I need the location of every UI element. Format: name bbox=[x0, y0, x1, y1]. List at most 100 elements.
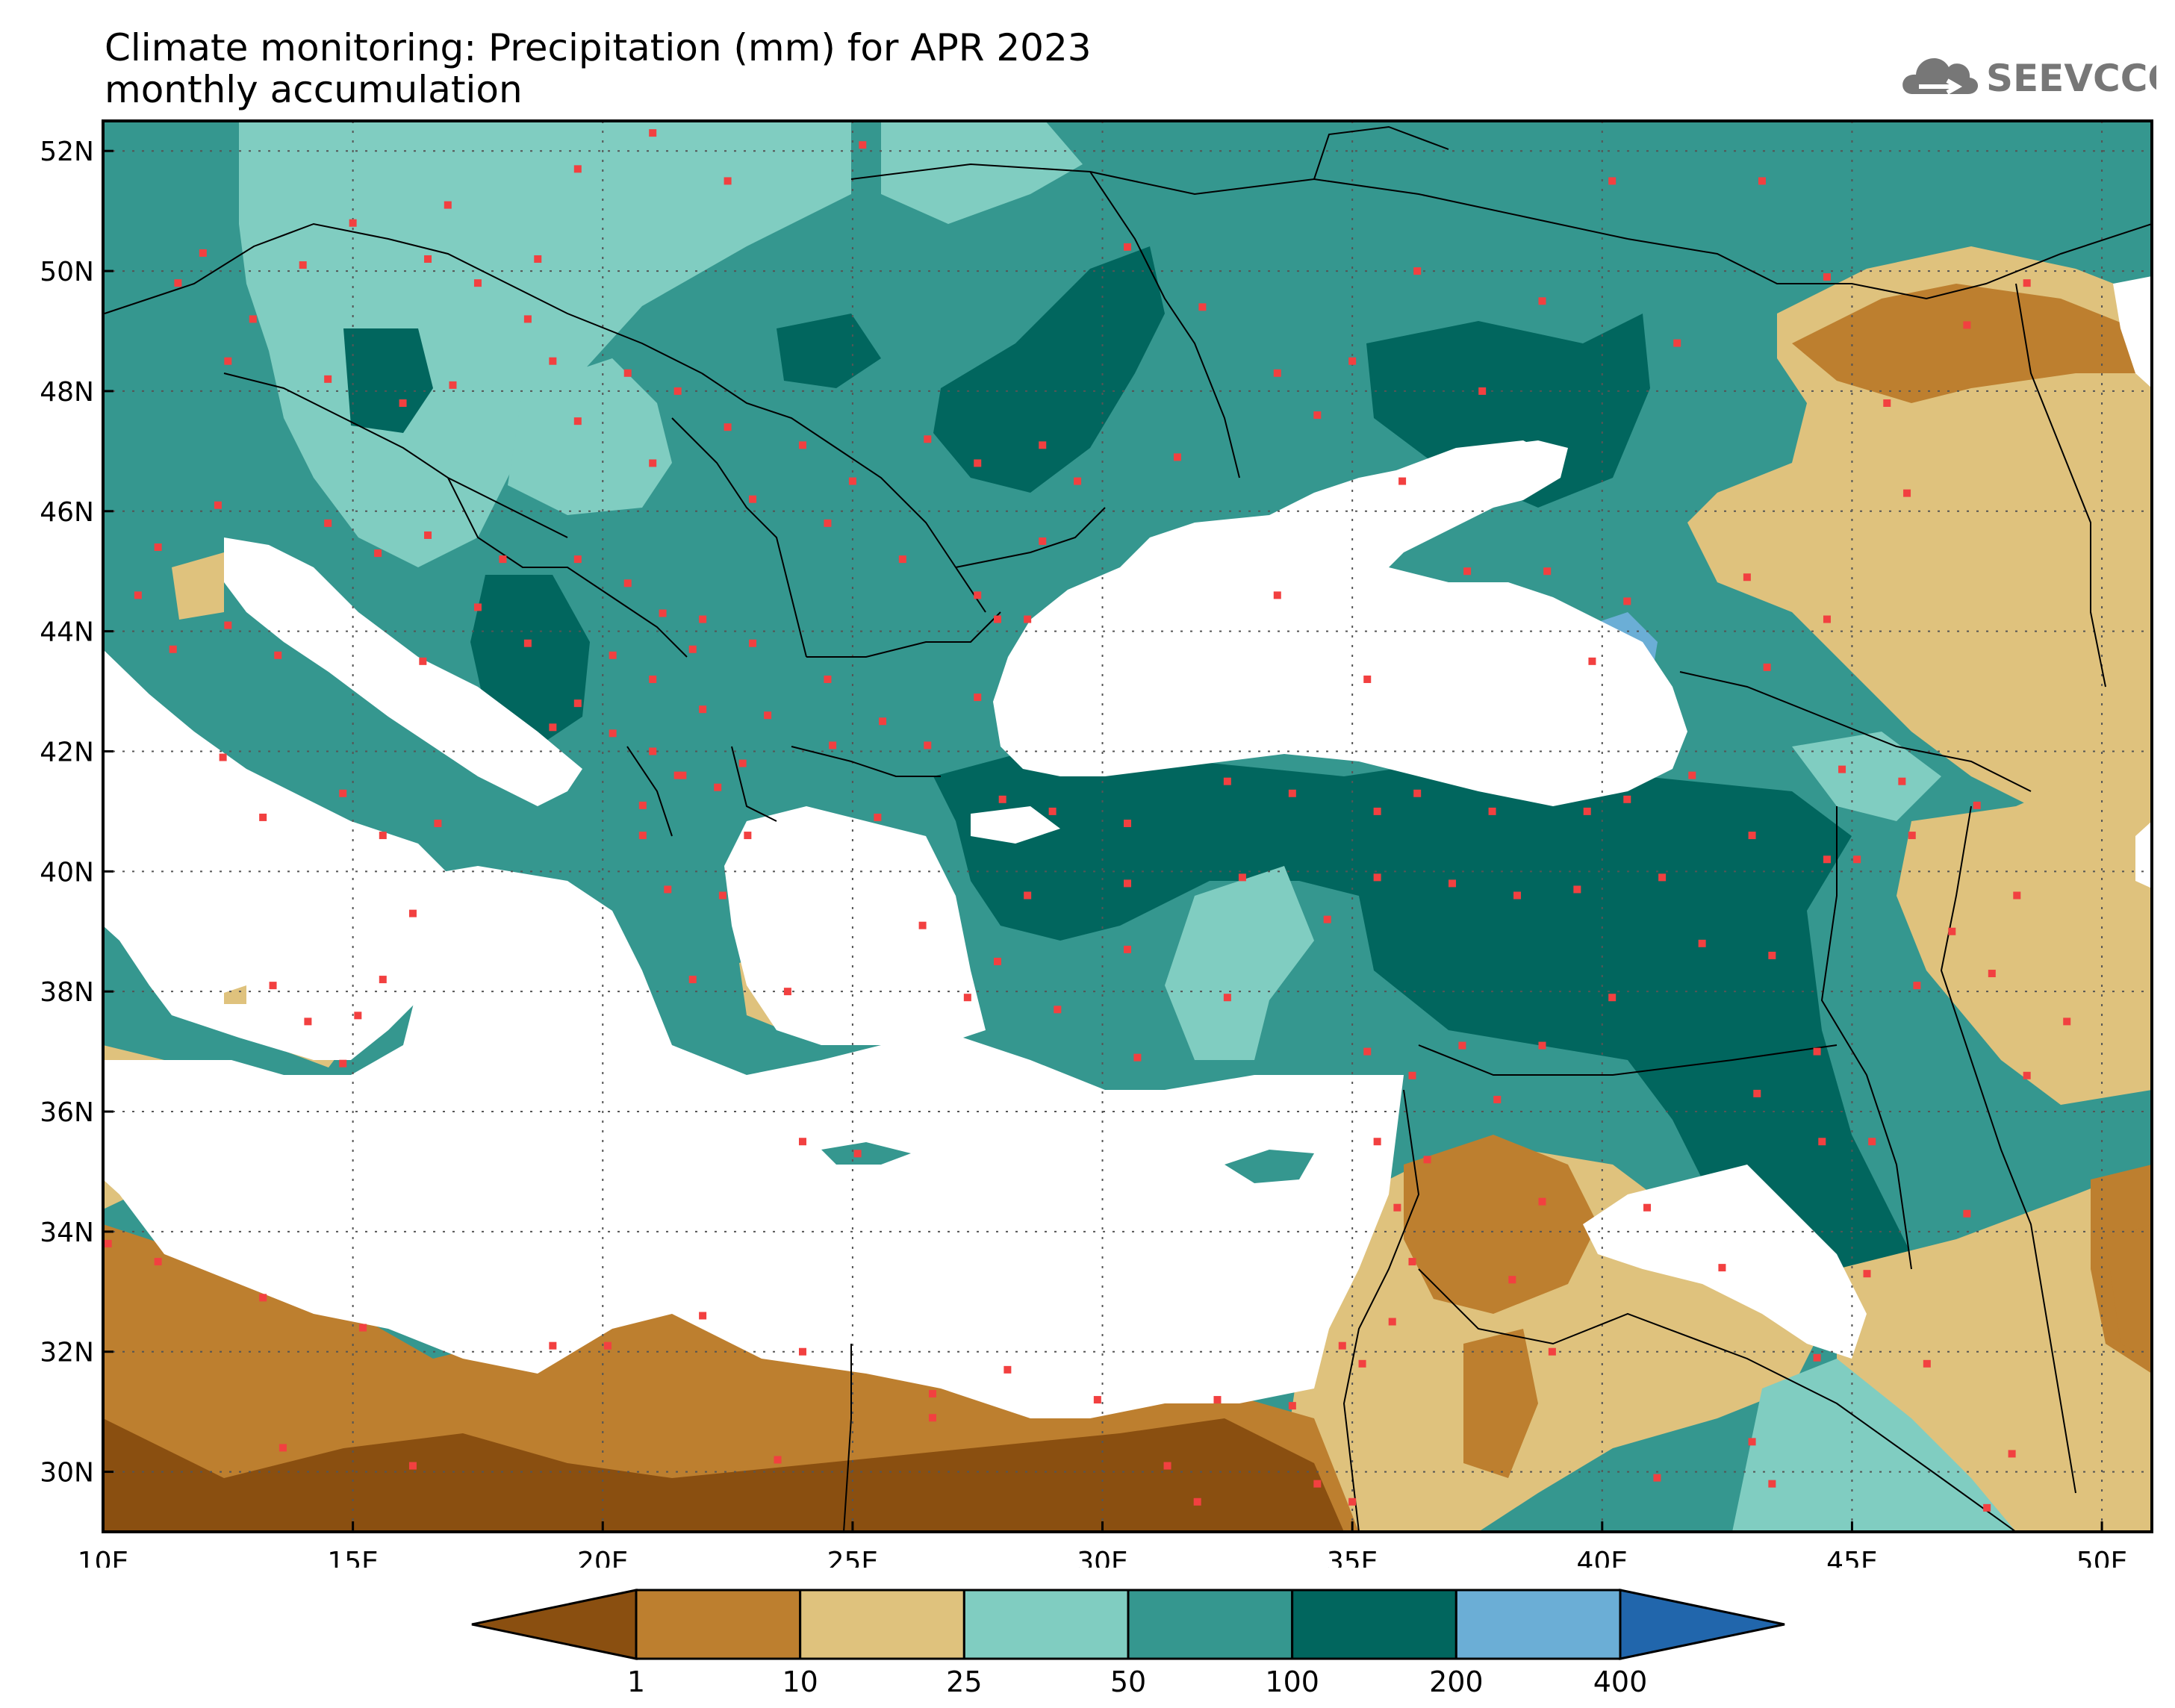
station-marker bbox=[1124, 819, 1131, 827]
station-marker bbox=[848, 477, 856, 485]
map-frame bbox=[102, 119, 2153, 1533]
station-marker bbox=[1393, 1203, 1401, 1212]
station-marker bbox=[259, 1294, 267, 1302]
station-marker bbox=[2023, 1071, 2031, 1079]
station-marker bbox=[718, 891, 726, 900]
station-marker bbox=[324, 375, 332, 383]
station-marker bbox=[918, 921, 927, 929]
station-marker bbox=[1748, 832, 1756, 840]
station-marker bbox=[1653, 1474, 1661, 1482]
graticule bbox=[103, 121, 2152, 1532]
station-marker bbox=[549, 1341, 557, 1350]
station-marker bbox=[974, 459, 982, 467]
station-marker bbox=[853, 1150, 862, 1158]
station-marker bbox=[2063, 1017, 2071, 1026]
station-marker bbox=[699, 705, 707, 714]
station-marker bbox=[829, 741, 837, 749]
station-marker bbox=[724, 423, 732, 431]
station-marker bbox=[154, 543, 162, 552]
station-marker bbox=[649, 675, 657, 683]
station-marker bbox=[744, 832, 752, 840]
country-borders bbox=[104, 125, 2152, 1532]
station-marker bbox=[1288, 789, 1296, 797]
station-marker bbox=[1623, 795, 1631, 803]
station-marker bbox=[1238, 873, 1246, 882]
station-marker bbox=[1348, 1497, 1357, 1506]
station-marker bbox=[1124, 243, 1131, 251]
station-marker bbox=[1408, 1258, 1416, 1266]
zone-dry-zagros bbox=[2106, 1224, 2152, 1359]
station-marker bbox=[993, 957, 1001, 965]
station-marker bbox=[1883, 399, 1891, 407]
station-marker bbox=[359, 1324, 367, 1332]
station-marker bbox=[1373, 807, 1381, 815]
station-marker bbox=[1358, 1359, 1366, 1368]
station-marker bbox=[774, 1456, 782, 1464]
station-marker bbox=[2008, 1450, 2016, 1458]
station-marker bbox=[349, 219, 357, 227]
station-marker bbox=[1048, 807, 1057, 815]
station-marker bbox=[609, 651, 617, 659]
station-marker bbox=[1983, 1503, 1991, 1512]
station-marker bbox=[1643, 1203, 1652, 1212]
station-marker bbox=[1039, 537, 1047, 545]
x-tick-label: 40E bbox=[1577, 1547, 1628, 1568]
station-marker bbox=[1688, 771, 1696, 779]
station-marker bbox=[824, 675, 832, 683]
colorbar-segment bbox=[635, 1589, 802, 1660]
station-marker bbox=[1963, 321, 1971, 329]
station-marker bbox=[1823, 855, 1831, 864]
station-marker bbox=[1413, 789, 1422, 797]
station-marker bbox=[1363, 675, 1372, 683]
station-marker bbox=[299, 261, 307, 269]
colorbar-segment bbox=[962, 1589, 1130, 1660]
zone-dry-east-south bbox=[1896, 747, 2152, 1105]
station-marker bbox=[419, 657, 427, 665]
station-marker bbox=[1818, 1138, 1826, 1146]
station-marker bbox=[928, 1390, 936, 1398]
island-sicily-west bbox=[224, 985, 246, 1004]
station-marker bbox=[214, 501, 222, 509]
station-marker bbox=[549, 357, 557, 365]
station-marker bbox=[1608, 994, 1617, 1002]
zone-wet-3 bbox=[933, 246, 1165, 493]
y-tick-label: 36N bbox=[40, 1097, 94, 1128]
station-marker bbox=[523, 639, 532, 647]
colorbar-segment bbox=[799, 1589, 965, 1660]
colorbar-tick-label: 100 bbox=[1265, 1665, 1319, 1698]
station-marker bbox=[549, 723, 557, 732]
station-marker bbox=[1493, 1095, 1502, 1103]
y-tick-label: 52N bbox=[40, 137, 94, 167]
station-marker bbox=[1753, 1089, 1761, 1097]
station-marker bbox=[1288, 1402, 1296, 1410]
map-title: Climate monitoring: Precipitation (mm) f… bbox=[105, 26, 1092, 69]
station-marker bbox=[374, 549, 382, 558]
station-marker bbox=[523, 315, 532, 323]
station-marker bbox=[623, 369, 632, 377]
y-tick-label: 40N bbox=[40, 857, 94, 888]
station-marker bbox=[1548, 1347, 1556, 1356]
station-marker bbox=[379, 832, 387, 840]
station-marker bbox=[499, 555, 507, 564]
station-marker bbox=[1513, 891, 1522, 900]
station-marker bbox=[224, 357, 232, 365]
zone-dry-east-core bbox=[1792, 284, 2152, 403]
zone-dry-east bbox=[1687, 246, 2152, 881]
station-marker bbox=[1423, 1156, 1431, 1164]
station-marker bbox=[1373, 873, 1381, 882]
station-marker bbox=[1813, 1047, 1821, 1056]
station-marker bbox=[379, 976, 387, 984]
station-marker bbox=[1538, 1041, 1546, 1050]
station-marker bbox=[1039, 441, 1047, 449]
station-marker bbox=[1463, 567, 1472, 576]
station-marker bbox=[1823, 615, 1831, 623]
station-marker bbox=[664, 885, 672, 894]
station-marker bbox=[1004, 1365, 1012, 1374]
station-marker bbox=[1024, 615, 1032, 623]
island-crete bbox=[821, 1142, 911, 1165]
logo-text: SEEVCCC bbox=[1986, 57, 2156, 100]
sea-azov bbox=[1359, 440, 1568, 523]
station-marker bbox=[679, 771, 687, 779]
station-marker bbox=[714, 783, 722, 791]
station-marker bbox=[1198, 303, 1207, 311]
